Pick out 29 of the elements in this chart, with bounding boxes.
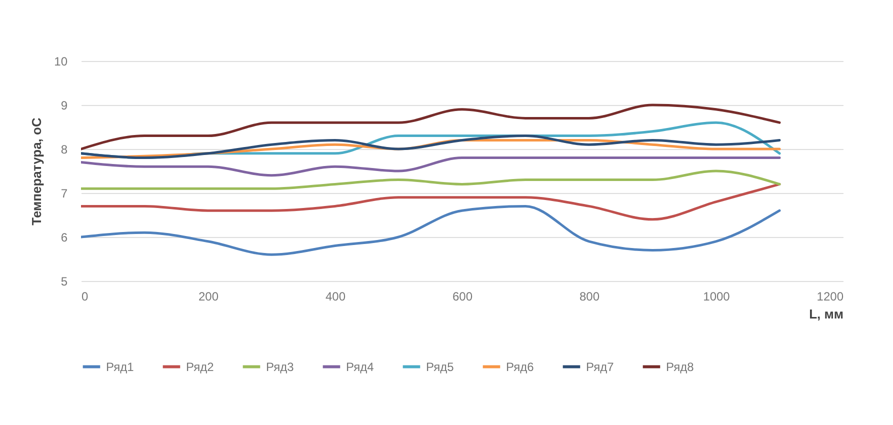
legend-label: Ряд4 [346, 360, 374, 374]
y-tick-label: 10 [54, 54, 68, 68]
x-tick-label: 200 [198, 290, 219, 304]
x-tick-label: 1200 [816, 290, 844, 304]
legend-label: Ряд7 [586, 360, 614, 374]
x-tick-label: 400 [325, 290, 346, 304]
legend-label: Ряд1 [106, 360, 134, 374]
y-tick-label: 9 [60, 98, 68, 112]
x-axis-title: L, мм [809, 306, 844, 322]
x-tick-label: 0 [82, 290, 88, 304]
line-series [81, 134, 781, 160]
y-axis-title: Температура, оС [29, 117, 44, 226]
line-series [81, 156, 781, 177]
y-tick-label: 6 [60, 230, 68, 244]
x-tick-label: 600 [452, 290, 473, 304]
line-series [81, 170, 781, 190]
y-tick-label: 8 [60, 142, 68, 156]
line-series [81, 182, 781, 221]
x-tick-label: 800 [579, 290, 600, 304]
legend-label: Ряд8 [666, 360, 694, 374]
legend-label: Ряд5 [426, 360, 454, 374]
line-series [81, 104, 781, 150]
line-series [81, 204, 781, 256]
x-tick-label: 1000 [703, 290, 730, 304]
legend-label: Ряд6 [506, 360, 534, 374]
y-tick-label: 5 [60, 274, 68, 288]
y-tick-label: 7 [60, 186, 68, 200]
legend-label: Ряд3 [266, 360, 294, 374]
legend-label: Ряд2 [186, 360, 214, 374]
